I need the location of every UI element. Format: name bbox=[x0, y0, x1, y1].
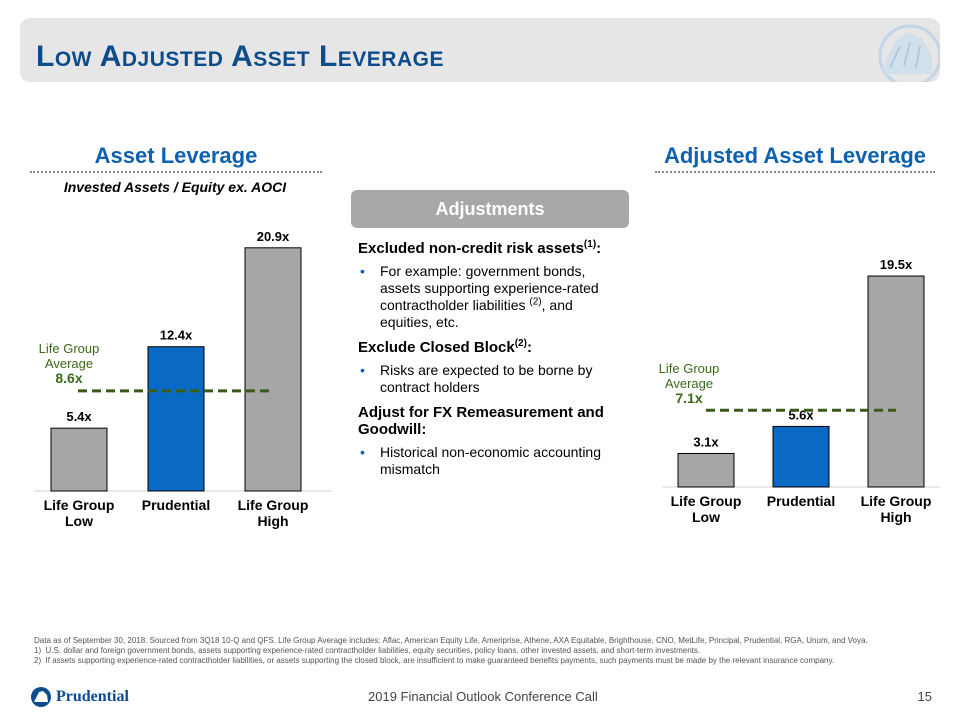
footnote-2: 2) If assets supporting experience-rated… bbox=[34, 656, 835, 665]
adjustment-list-3: Historical non-economic accounting misma… bbox=[358, 444, 628, 478]
bar-value-label: 20.9x bbox=[257, 229, 290, 244]
category-label: Life Group High bbox=[238, 497, 309, 529]
footnote-main: Data as of September 30, 2018. Sourced f… bbox=[34, 636, 868, 645]
prudential-logo: Prudential bbox=[30, 686, 129, 708]
adjustment-bullet-1: For example: government bonds, assets su… bbox=[358, 263, 628, 331]
right-average-label: Life Group Average 7.1x bbox=[643, 361, 735, 406]
footnote-1: 1) U.S. dollar and foreign government bo… bbox=[34, 646, 701, 655]
logo-text: Prudential bbox=[56, 688, 129, 705]
bar-value-label: 3.1x bbox=[693, 434, 719, 449]
title-bar: Low Adjusted Asset Leverage bbox=[20, 18, 940, 82]
bar-life-group-high bbox=[867, 275, 925, 488]
page-title: Low Adjusted Asset Leverage bbox=[36, 40, 444, 73]
adjustment-heading-1: Excluded non-credit risk assets(1): bbox=[358, 239, 602, 258]
adjusted-asset-leverage-title: Adjusted Asset Leverage bbox=[663, 143, 927, 168]
category-label: Life Group Low bbox=[671, 493, 742, 525]
category-label: Prudential bbox=[767, 493, 835, 509]
footer-title: 2019 Financial Outlook Conference Call bbox=[368, 689, 598, 704]
adjustment-list-2: Risks are expected to be borne by contra… bbox=[358, 362, 628, 396]
category-label: Life Group High bbox=[861, 493, 932, 525]
bar-life-group-high bbox=[244, 247, 302, 492]
bar-life-group-low bbox=[50, 427, 108, 492]
bar-life-group-low bbox=[677, 452, 735, 488]
asset-leverage-chart: 5.4x Life Group Low 12.4x Prudential 20.9x Lif… bbox=[34, 229, 332, 529]
bar-value-label: 12.4x bbox=[160, 328, 193, 343]
bar-value-label: 5.4x bbox=[66, 409, 92, 424]
adjustment-bullet-3: Historical non-economic accounting misma… bbox=[358, 444, 628, 478]
left-average-label: Life Group Average 8.6x bbox=[24, 341, 114, 386]
adjustments-content: Excluded non-credit risk assets(1): For … bbox=[358, 240, 628, 486]
bar-prudential bbox=[772, 425, 830, 488]
adjustments-header: Adjustments bbox=[351, 190, 629, 228]
asset-leverage-title: Asset Leverage bbox=[94, 143, 258, 168]
adjustment-heading-3: Adjust for FX Remeasurement and Goodwill… bbox=[358, 404, 604, 438]
rock-logo-icon bbox=[878, 24, 940, 82]
right-divider bbox=[655, 171, 935, 173]
rock-icon bbox=[31, 687, 51, 707]
bar-value-label: 19.5x bbox=[880, 257, 913, 272]
adjustment-heading-2: Exclude Closed Block(2): bbox=[358, 338, 532, 357]
adjustment-list-1: For example: government bonds, assets su… bbox=[358, 263, 628, 331]
left-divider bbox=[30, 171, 322, 173]
left-average-value: 8.6x bbox=[55, 370, 83, 386]
category-label: Prudential bbox=[142, 497, 210, 513]
category-label: Life Group Low bbox=[44, 497, 115, 529]
asset-leverage-subtitle: Invested Assets / Equity ex. AOCI bbox=[63, 179, 287, 195]
right-average-value: 7.1x bbox=[675, 390, 703, 406]
bar-prudential bbox=[147, 346, 205, 492]
adjustment-bullet-2: Risks are expected to be borne by contra… bbox=[358, 362, 628, 396]
footnotes: Data as of September 30, 2018. Sourced f… bbox=[34, 636, 914, 666]
page-number: 15 bbox=[917, 689, 932, 704]
